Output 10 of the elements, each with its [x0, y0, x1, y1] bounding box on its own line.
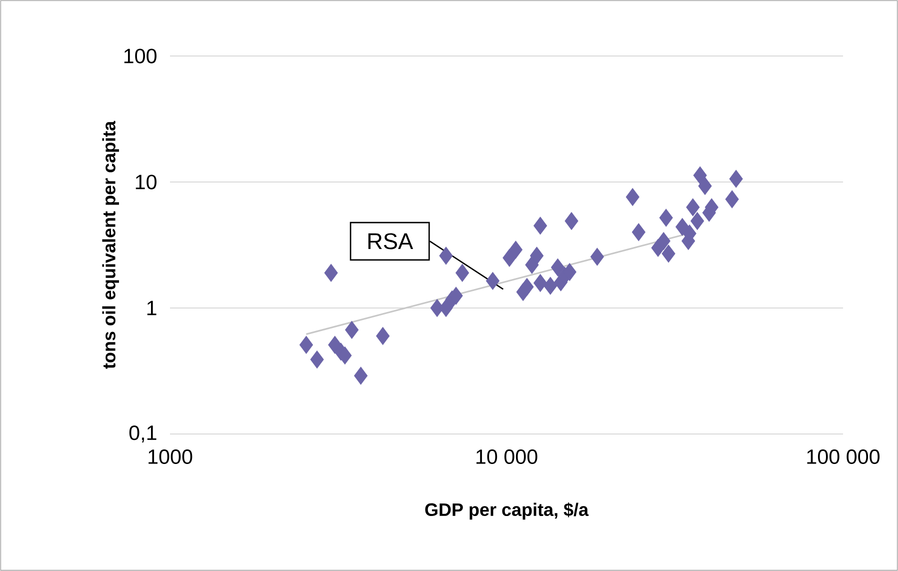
y-tick-label: 0,1 — [129, 425, 156, 443]
x-tick-label: 100 000 — [807, 449, 880, 464]
y-axis-title: tons oil equivalent per capita — [102, 120, 120, 369]
x-tick-label: 1000 — [148, 449, 192, 464]
y-tick-label: 10 — [136, 174, 156, 190]
x-axis-title: GDP per capita, $/a — [425, 502, 589, 520]
y-tick-label: 1 — [147, 300, 156, 316]
y-tick-label: 100 — [124, 48, 156, 64]
x-tick-label: 10 000 — [476, 449, 538, 464]
annotation: RSA — [368, 233, 414, 250]
